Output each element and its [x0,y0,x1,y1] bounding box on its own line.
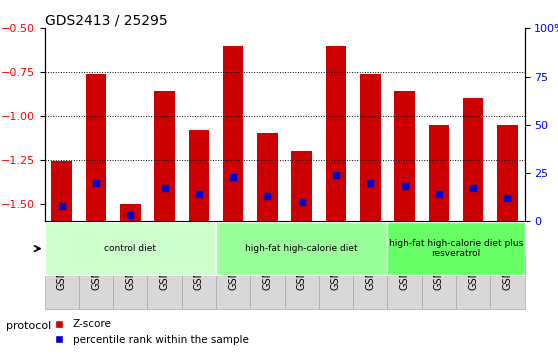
FancyBboxPatch shape [387,222,525,275]
Bar [51,161,72,221]
Bar [120,204,141,221]
Bar [155,91,175,221]
Bar [182,256,216,309]
Bar [223,46,243,221]
Bar [79,256,113,309]
Bar [422,256,456,309]
Bar [456,256,490,309]
Bar [45,256,79,309]
Bar [353,256,387,309]
Bar [189,130,209,221]
Text: control diet: control diet [104,244,156,253]
Bar [86,74,107,221]
Bar [395,91,415,221]
Bar [463,98,483,221]
Bar [387,256,422,309]
Bar [360,74,381,221]
Bar [216,256,251,309]
Bar [429,125,449,221]
FancyBboxPatch shape [216,222,387,275]
Bar [319,256,353,309]
Legend: Z-score, percentile rank within the sample: Z-score, percentile rank within the samp… [50,315,253,349]
Bar [113,256,147,309]
FancyBboxPatch shape [45,222,216,275]
Bar [147,256,182,309]
Bar [285,256,319,309]
Text: protocol: protocol [6,321,51,331]
Bar [326,46,347,221]
Text: high-fat high-calorie diet plus
resveratrol: high-fat high-calorie diet plus resverat… [389,239,523,258]
Text: GDS2413 / 25295: GDS2413 / 25295 [45,13,167,27]
Bar [257,133,278,221]
Bar [251,256,285,309]
Bar [490,256,525,309]
Bar [291,151,312,221]
Text: high-fat high-calorie diet: high-fat high-calorie diet [246,244,358,253]
Bar [497,125,518,221]
